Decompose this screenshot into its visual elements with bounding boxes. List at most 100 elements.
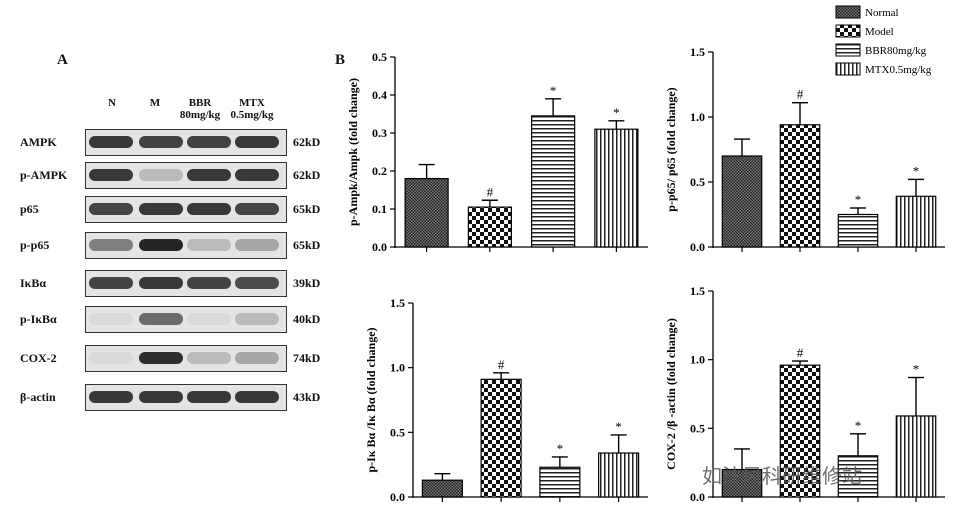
blot-band: [89, 239, 133, 251]
blot-strip: [85, 270, 287, 297]
blot-band: [139, 391, 183, 403]
blot-row-size: 74kD: [293, 351, 321, 365]
blot-row-size: 39kD: [293, 276, 321, 290]
blot-band: [89, 313, 133, 325]
bar: [598, 452, 640, 498]
blot-band: [89, 352, 133, 364]
significance-marker: #: [487, 184, 494, 199]
y-tick-label: 0.3: [372, 126, 387, 140]
blot-strip: [85, 384, 287, 411]
y-tick-label: 0.5: [690, 421, 705, 435]
panel-a-label: A: [57, 52, 68, 68]
significance-marker: #: [498, 357, 505, 372]
blot-band: [89, 391, 133, 403]
blot-band: [139, 136, 183, 148]
blot-row-name: p65: [20, 202, 39, 216]
blot-band: [187, 277, 231, 289]
y-tick-label: 1.5: [390, 296, 405, 310]
blot-row-size: 62kD: [293, 168, 321, 182]
blot-band: [187, 352, 231, 364]
legend-swatch: [835, 5, 861, 19]
lane-label: MTX 0.5mg/kg: [230, 97, 274, 121]
lane-label: M: [149, 97, 161, 109]
y-tick-label: 0.0: [690, 490, 705, 504]
blot-band: [235, 391, 279, 403]
blot-band: [139, 352, 183, 364]
y-axis-label: COX-2 /β -actin (fold change): [664, 318, 678, 470]
blot-band: [235, 313, 279, 325]
blot-row-size: 43kD: [293, 390, 321, 404]
blot-band: [235, 169, 279, 181]
legend-swatch: [835, 62, 861, 76]
significance-marker: *: [913, 163, 920, 178]
blot-band: [89, 203, 133, 215]
blot-band: [187, 239, 231, 251]
bar: [837, 213, 879, 248]
y-tick-label: 1.0: [390, 361, 405, 375]
y-tick-label: 0.4: [372, 88, 387, 102]
bar: [721, 155, 763, 248]
blot-band: [89, 136, 133, 148]
panel-b-label: B: [335, 52, 346, 68]
significance-marker: #: [797, 345, 804, 360]
blot-row-size: 62kD: [293, 135, 321, 149]
blot-band: [139, 277, 183, 289]
blot-band: [235, 239, 279, 251]
blot-row-name: p-IκBα: [20, 312, 57, 326]
blot-band: [139, 313, 183, 325]
significance-marker: *: [550, 83, 557, 98]
blot-row-size: 40kD: [293, 312, 321, 326]
bar: [531, 115, 576, 248]
significance-marker: *: [855, 192, 862, 207]
blot-band: [235, 277, 279, 289]
y-tick-label: 0.2: [372, 164, 387, 178]
y-tick-label: 0.0: [390, 490, 405, 504]
blot-band: [187, 203, 231, 215]
blot-strip: [85, 129, 287, 156]
bar: [779, 124, 821, 248]
significance-marker: *: [613, 105, 620, 120]
y-axis-label: p-p65/ p65 (fold change): [664, 87, 678, 211]
y-tick-label: 0.5: [390, 425, 405, 439]
legend-label: MTX0.5mg/kg: [865, 64, 932, 76]
blot-band: [235, 352, 279, 364]
significance-marker: *: [913, 362, 920, 377]
y-tick-label: 1.0: [690, 110, 705, 124]
blot-band: [187, 169, 231, 181]
y-tick-label: 0.1: [372, 202, 387, 216]
blot-strip: [85, 196, 287, 223]
blot-row-name: IκBα: [20, 276, 47, 290]
significance-marker: *: [557, 441, 564, 456]
legend-label: Normal: [865, 7, 899, 19]
legend: Normal Model BBR80mg/kg MTX0.5mg/kg: [835, 5, 932, 76]
blot-strip: [85, 306, 287, 333]
significance-marker: *: [855, 418, 862, 433]
watermark: 如沐风科研维修站: [702, 464, 862, 488]
blot-row-name: p-p65: [20, 238, 50, 252]
bar: [421, 479, 463, 498]
bar: [895, 415, 937, 498]
blot-row-name: COX-2: [20, 351, 57, 365]
blot-band: [139, 203, 183, 215]
blot-row-name: AMPK: [20, 135, 57, 149]
lane-label: N: [108, 97, 116, 109]
legend-label: BBR80mg/kg: [865, 45, 927, 57]
legend-swatch: [835, 24, 861, 38]
significance-marker: *: [615, 419, 622, 434]
bar: [404, 178, 449, 248]
blot-band: [89, 169, 133, 181]
blot-row-name: β-actin: [20, 390, 56, 404]
y-axis-label: p-Iκ Bα /Iκ Bα (fold change): [364, 327, 378, 472]
y-tick-label: 1.5: [690, 45, 705, 59]
blot-band: [139, 169, 183, 181]
bar-chart: 0.0 0.5 1.0 1.5 p-Iκ Bα /Iκ Bα (fold change)…: [364, 296, 648, 504]
y-tick-label: 0.0: [372, 240, 387, 254]
blot-band: [187, 313, 231, 325]
bar-chart: 0.0 0.1 0.2 0.3 0.4 0.5 p-Ampk/Ampk (fold chan…: [346, 50, 648, 254]
blot-row-size: 65kD: [293, 202, 321, 216]
blot-band: [235, 136, 279, 148]
y-tick-label: 0.5: [690, 175, 705, 189]
bar: [539, 466, 581, 498]
blot-band: [89, 277, 133, 289]
